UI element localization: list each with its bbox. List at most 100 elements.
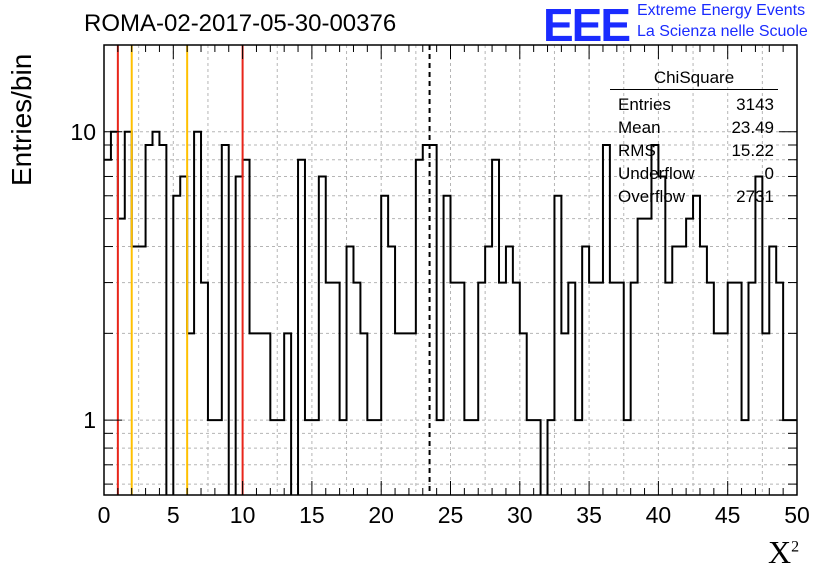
histogram-bin xyxy=(548,420,555,495)
x-tick-label: 35 xyxy=(576,502,602,528)
stats-title: ChiSquare xyxy=(610,68,778,90)
stats-row-underflow: Underflow 0 xyxy=(610,162,778,185)
histogram-bin xyxy=(645,219,652,495)
stats-row-mean: Mean 23.49 xyxy=(610,116,778,139)
histogram-bin xyxy=(222,145,229,495)
x-tick-label: 15 xyxy=(299,502,325,528)
histogram-bin xyxy=(748,283,755,495)
histogram-bin xyxy=(471,420,478,495)
histogram-bin xyxy=(679,247,686,495)
x-tick-label: 0 xyxy=(98,502,111,528)
histogram-bin xyxy=(728,283,735,495)
histogram-bin xyxy=(624,420,631,495)
logo-line-1: Extreme Energy Events xyxy=(637,2,806,19)
histogram-bin xyxy=(596,283,603,495)
histogram-bin xyxy=(263,333,270,495)
histogram-bin xyxy=(575,420,582,495)
x-axis-label: X2 xyxy=(768,534,799,571)
x-axis-label-symbol: X xyxy=(768,534,792,570)
histogram-bin xyxy=(194,132,201,495)
histogram-bin xyxy=(561,333,568,495)
histogram-bin xyxy=(104,160,111,495)
histogram-bin xyxy=(686,219,693,495)
x-tick-label: 40 xyxy=(646,502,672,528)
stats-label: Entries xyxy=(618,95,671,114)
histogram-bin xyxy=(111,132,118,495)
x-tick-label: 5 xyxy=(167,502,180,528)
histogram-bin xyxy=(499,283,506,495)
histogram-bin xyxy=(256,333,263,495)
histogram-bin xyxy=(700,247,707,495)
histogram-bin xyxy=(319,176,326,495)
x-axis-label-superscript: 2 xyxy=(791,538,800,556)
histogram-bin xyxy=(568,283,575,495)
histogram-bin xyxy=(658,176,665,495)
histogram-bin xyxy=(208,420,215,495)
x-tick-label: 10 xyxy=(230,502,256,528)
histogram-bin xyxy=(215,420,222,495)
histogram-bin xyxy=(312,420,319,495)
histogram-bin xyxy=(153,132,160,495)
logo-line-2: La Scienza nelle Scuole xyxy=(637,23,808,40)
x-tick-label: 50 xyxy=(784,502,810,528)
histogram-bin xyxy=(513,283,520,495)
histogram-bin xyxy=(118,219,125,495)
stats-row-entries: Entries 3143 xyxy=(610,93,778,116)
y-tick-label: 10 xyxy=(70,119,96,145)
histogram-bin xyxy=(665,283,672,495)
histogram-bin xyxy=(755,176,762,495)
y-tick-label: 1 xyxy=(83,407,96,433)
stats-value: 23.49 xyxy=(731,118,774,137)
histogram-bin xyxy=(132,247,139,495)
histogram-bin xyxy=(610,283,617,495)
histogram-bin xyxy=(582,247,589,495)
x-tick-label: 25 xyxy=(438,502,464,528)
histogram-bin xyxy=(146,145,153,495)
histogram-bin xyxy=(298,160,305,495)
histogram-bin xyxy=(250,333,257,495)
histogram-bin xyxy=(534,420,541,495)
histogram-bin xyxy=(416,160,423,495)
histogram-bin xyxy=(340,420,347,495)
histogram-bin xyxy=(721,333,728,495)
histogram-bin xyxy=(603,145,610,495)
histogram-bin xyxy=(180,176,187,495)
histogram-bin xyxy=(451,283,458,495)
histogram-bin xyxy=(762,333,769,495)
histogram-bin xyxy=(367,420,374,495)
histogram-bin xyxy=(554,196,561,495)
x-tick-label: 30 xyxy=(507,502,533,528)
histogram-bin xyxy=(360,333,367,495)
histogram-bin xyxy=(201,283,208,495)
stats-row-overflow: Overflow 2731 xyxy=(610,185,778,208)
histogram-bin xyxy=(714,333,721,495)
x-tick-label: 20 xyxy=(368,502,394,528)
histogram-bin xyxy=(742,420,749,495)
histogram-bin xyxy=(159,145,166,495)
histogram-bin xyxy=(707,283,714,495)
histogram-bin xyxy=(506,247,513,495)
x-tick-label: 45 xyxy=(715,502,741,528)
histogram-bin xyxy=(402,333,409,495)
histogram-bin xyxy=(693,196,700,495)
histogram-bin xyxy=(589,283,596,495)
stats-label: Mean xyxy=(618,118,661,137)
chart-title: ROMA-02-2017-05-30-00376 xyxy=(84,10,397,37)
histogram-bin xyxy=(381,196,388,495)
histogram-bin xyxy=(769,247,776,495)
stats-row-rms: RMS 15.22 xyxy=(610,139,778,162)
stats-value: 15.22 xyxy=(731,141,774,160)
histogram-bin xyxy=(347,247,354,495)
eee-logo: EEE xyxy=(543,0,631,51)
histogram-bin xyxy=(776,283,783,495)
histogram-bin xyxy=(735,283,742,495)
histogram-bin xyxy=(520,333,527,495)
stats-value: 3143 xyxy=(736,95,774,114)
histogram-bin xyxy=(430,145,437,495)
histogram-bin xyxy=(388,247,395,495)
histogram-bin xyxy=(243,160,250,495)
histogram-bin xyxy=(374,420,381,495)
histogram-bin xyxy=(617,283,624,495)
